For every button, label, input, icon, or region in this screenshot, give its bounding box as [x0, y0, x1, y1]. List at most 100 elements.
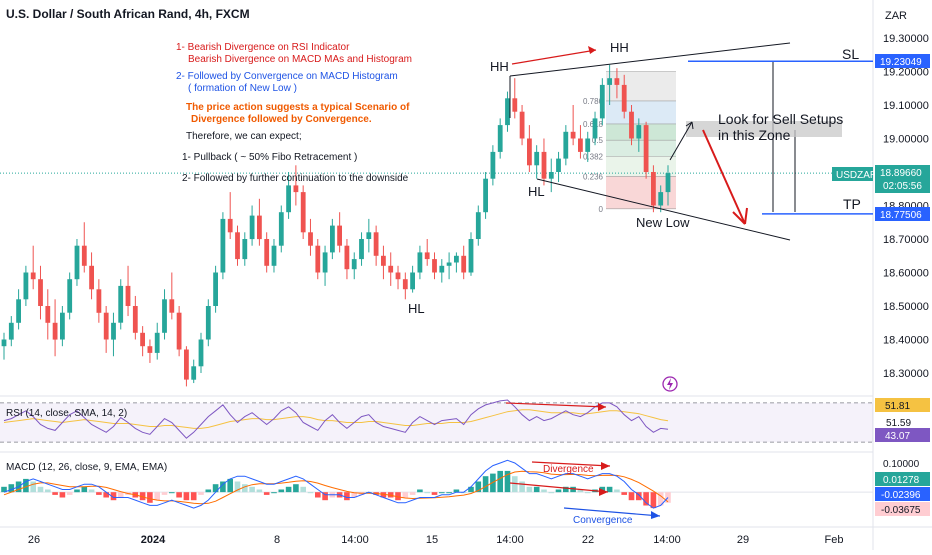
rsi-divergence-arrow-head	[598, 403, 606, 411]
lightning-icon[interactable]	[662, 376, 678, 392]
signal-badge-text: -0.03675	[881, 505, 921, 516]
label-sell-zone-2: in this Zone	[718, 127, 791, 143]
candle-body	[563, 131, 569, 159]
annotation-line-1: 1- Bearish Divergence on RSI Indicator	[176, 42, 350, 53]
candle-body	[249, 215, 255, 240]
symbol-badge	[832, 167, 873, 181]
rsi-ma-badge-text: 51.81	[885, 401, 910, 412]
candle-body	[629, 111, 634, 139]
candle-body	[483, 178, 488, 213]
macd-histogram-bar	[344, 492, 350, 501]
candle-body	[548, 172, 554, 179]
pullback-arrow-head	[685, 121, 694, 130]
candle-body	[497, 125, 503, 152]
candle-body	[264, 239, 270, 266]
candle-body	[191, 366, 197, 380]
macd-histogram-bar	[417, 489, 423, 493]
candle-body	[132, 306, 138, 333]
candle-body	[38, 279, 43, 306]
lower-trendline[interactable]	[536, 178, 791, 241]
label-sl: SL	[842, 46, 859, 62]
time-tick-label: 14:00	[496, 534, 524, 546]
macd-histogram-bar	[628, 492, 635, 501]
candle-body	[30, 272, 36, 280]
macd-histogram-bar	[52, 492, 58, 495]
macd-histogram-bar	[636, 492, 642, 501]
price-axis[interactable]: 19.3000019.2000019.1000019.0000018.90000…	[883, 33, 929, 380]
candle-body	[147, 346, 153, 353]
macd-histogram-bar	[570, 486, 576, 493]
sell-zone-box[interactable]	[686, 121, 842, 137]
macd-histogram-bar	[8, 484, 15, 493]
price-tick-label: 19.20000	[883, 67, 929, 79]
time-tick-label: 29	[737, 534, 749, 546]
projection-arrow-line	[702, 129, 746, 225]
label-hl-1: HL	[408, 301, 425, 316]
upper-trendline[interactable]	[509, 42, 791, 77]
macd-histogram-bar	[548, 492, 555, 494]
candle-body	[118, 285, 124, 323]
macd-histogram-bar	[504, 470, 511, 493]
rsi-line[interactable]	[3, 399, 669, 439]
candle-body	[621, 84, 627, 112]
macd-histogram-bar	[482, 476, 489, 493]
candle-body	[505, 98, 510, 126]
time-axis[interactable]: 26 2024 8 14:00 15 14:00 22 14:00 29 Feb	[28, 534, 844, 546]
candle-body	[366, 232, 372, 239]
candle-body	[395, 272, 401, 280]
time-tick-label: 22	[582, 534, 594, 546]
label-tp: TP	[843, 196, 861, 212]
label-sell-zone-1: Look for Sell Setups	[718, 111, 843, 127]
macd-histogram-bar	[30, 481, 36, 493]
macd-histogram-bar	[395, 492, 401, 501]
hh-arrow-head	[588, 46, 596, 54]
price-tick-label: 18.40000	[883, 335, 929, 347]
rsi-ma-line[interactable]	[3, 409, 669, 429]
candle-body	[468, 239, 474, 273]
candle-body	[8, 322, 14, 340]
macd-histogram-bar	[526, 486, 533, 493]
macd-histogram-bar	[220, 481, 226, 493]
macd-histogram-bar	[519, 481, 525, 493]
label-hl-2: HL	[528, 184, 545, 199]
annotation-line-8: 1- Pullback ( ~ 50% Fibo Retracement )	[182, 152, 357, 163]
candle-body	[330, 225, 335, 253]
macd-histogram-bar	[96, 492, 102, 495]
tp-price-badge-text: 18.77506	[880, 210, 922, 221]
symbol-title: U.S. Dollar / South African Rand, 4h, FX…	[6, 7, 250, 21]
macd-signal-line[interactable]	[3, 470, 669, 505]
macd-divergence-line-1	[531, 461, 611, 467]
candle-body	[140, 332, 145, 347]
macd-histogram-bar	[475, 481, 482, 493]
macd-histogram-bar	[431, 492, 438, 495]
macd-line[interactable]	[3, 459, 669, 509]
candles-group[interactable]	[1, 64, 671, 387]
candle-body	[81, 245, 87, 266]
macd-histogram[interactable]	[1, 470, 671, 509]
macd-histogram-bar	[198, 492, 204, 495]
macd-histogram-bar	[212, 484, 219, 493]
annotation-line-6: Divergence followed by Convergence.	[191, 114, 372, 125]
time-tick-label: 14:00	[653, 534, 681, 546]
annotation-line-5: The price action suggests a typical Scen…	[186, 102, 410, 113]
macd-histogram-bar	[59, 492, 66, 498]
macd-histogram-bar	[227, 478, 233, 493]
candle-body	[60, 312, 65, 340]
macd-histogram-bar	[606, 486, 613, 493]
macd-histogram-bar	[351, 492, 357, 498]
macd-histogram-bar	[657, 492, 664, 506]
candle-body	[658, 192, 664, 206]
macd-histogram-bar	[74, 489, 80, 493]
macd-histogram-bar	[424, 492, 430, 494]
macd-histogram-bar	[37, 486, 44, 493]
macd-histogram-bar	[380, 492, 387, 498]
candle-body	[570, 131, 576, 139]
macd-histogram-bar	[468, 486, 474, 493]
time-tick-label: Feb	[825, 534, 844, 546]
candle-body	[665, 173, 671, 193]
fib-zone	[606, 100, 676, 124]
macd-histogram-bar	[242, 484, 248, 493]
macd-badge	[875, 487, 930, 501]
label-hh-2: HH	[610, 40, 629, 55]
